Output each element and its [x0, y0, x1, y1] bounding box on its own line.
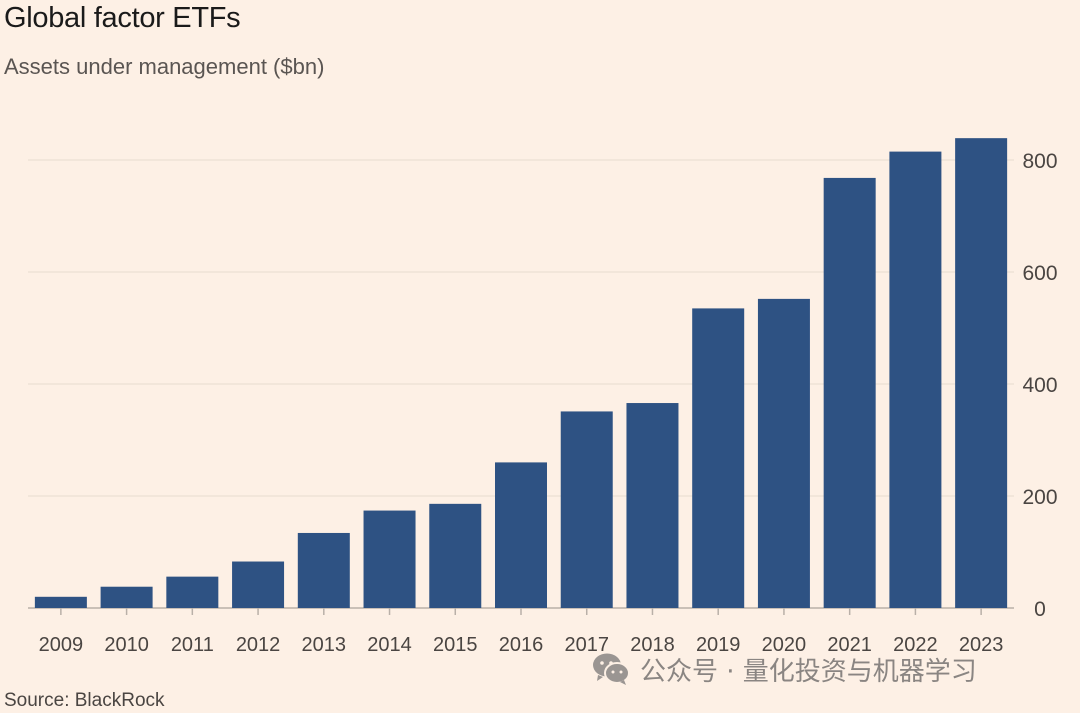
- bar-2009: [34, 596, 87, 608]
- bar-2012: [232, 561, 285, 608]
- bar-2013: [297, 532, 350, 608]
- bar-2022: [889, 151, 942, 608]
- bar-2017: [560, 411, 613, 608]
- x-tick-label: 2019: [696, 634, 741, 656]
- bar-2014: [363, 510, 416, 608]
- x-axis-ticks: 2009 2010 2011 2012 2013 2014 2015 2016 2017 2018…: [39, 608, 1004, 656]
- bar-2018: [626, 403, 679, 608]
- x-tick-label: 2022: [893, 634, 938, 656]
- chart-title: Global factor ETFs: [4, 2, 241, 34]
- y-tick-label: 0: [1034, 598, 1046, 621]
- bar-2016: [495, 462, 547, 608]
- y-axis-ticks: 0 200 400 600 800: [1022, 150, 1057, 621]
- x-tick-label: 2018: [630, 634, 675, 656]
- x-tick-label: 2020: [762, 634, 807, 656]
- watermark: 公众号 · 量化投资与机器学习: [590, 648, 977, 690]
- y-tick-label: 400: [1022, 374, 1057, 397]
- x-tick-label: 2011: [171, 634, 214, 656]
- chart-subtitle: Assets under management ($bn): [4, 54, 325, 79]
- bar-2019: [692, 308, 745, 608]
- x-tick-label: 2012: [236, 634, 281, 656]
- x-tick-label: 2009: [39, 634, 84, 656]
- bar-2011: [166, 576, 219, 608]
- bar-2020: [757, 298, 810, 608]
- wechat-icon: [593, 653, 630, 685]
- bar-2015: [429, 503, 482, 608]
- x-tick-label: 2023: [959, 634, 1004, 656]
- x-tick-label: 2017: [564, 634, 609, 656]
- x-tick-label: 2016: [499, 634, 544, 656]
- x-tick-label: 2014: [367, 634, 412, 656]
- bar-2021: [823, 177, 876, 609]
- source-note: Source: BlackRock: [4, 690, 165, 711]
- x-tick-label: 2021: [827, 634, 872, 656]
- bars: [34, 138, 1008, 609]
- y-tick-label: 600: [1022, 262, 1057, 285]
- x-tick-label: 2010: [104, 634, 149, 656]
- y-tick-label: 200: [1022, 486, 1057, 509]
- x-tick-label: 2013: [302, 634, 347, 656]
- watermark-text: 公众号 · 量化投资与机器学习: [640, 656, 977, 687]
- bar-2023: [955, 138, 1008, 608]
- bar-2010: [100, 586, 153, 608]
- y-tick-label: 800: [1022, 150, 1057, 173]
- x-tick-label: 2015: [433, 634, 478, 656]
